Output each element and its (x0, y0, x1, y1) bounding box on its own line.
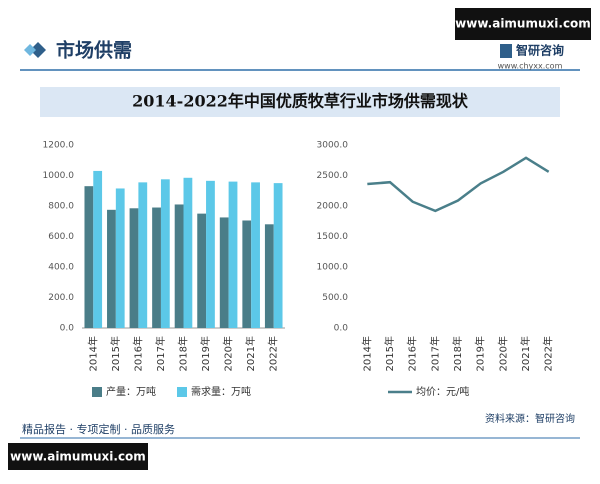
x-tick-label: 2017年 (154, 336, 167, 371)
y-tick-label: 2500.0 (317, 171, 349, 181)
source: 资料来源：智研咨询 (485, 412, 575, 425)
watermark: www.aimumuxi.com (10, 450, 146, 464)
y-tick-label: 200.0 (48, 293, 74, 303)
brand: 智研咨询 (515, 43, 564, 58)
y-tick-label: 800.0 (48, 202, 74, 212)
x-tick-label: 2019年 (474, 336, 487, 371)
legend-swatch (177, 387, 187, 397)
x-tick-label: 2020年 (222, 336, 235, 371)
chart-title: 2014-2022年中国优质牧草行业市场供需现状 (132, 92, 469, 111)
y-tick-label: 2000.0 (317, 202, 349, 212)
bar (138, 182, 148, 328)
bar (115, 188, 125, 328)
section-icon (24, 44, 36, 56)
legend-label: 产量：万吨 (106, 385, 156, 398)
bar (197, 213, 207, 328)
bar (174, 204, 184, 328)
bar (251, 182, 260, 328)
y-tick-label: 0.0 (334, 324, 349, 334)
x-tick-label: 2018年 (177, 336, 190, 371)
y-tick-label: 500.0 (322, 293, 348, 303)
x-tick-label: 2022年 (542, 336, 555, 371)
bar (273, 183, 283, 328)
y-tick-label: 1200.0 (43, 141, 75, 151)
bar (84, 186, 94, 328)
line (367, 156, 550, 213)
x-tick-label: 2014年 (360, 336, 373, 371)
y-tick-label: 600.0 (48, 232, 74, 242)
watermark-box (455, 8, 591, 40)
watermark-box (8, 443, 148, 470)
bar (160, 179, 170, 328)
legend-label: 均价：元/吨 (416, 385, 469, 398)
section-title: 市场供需 (56, 39, 132, 62)
y-tick-label: 0.0 (60, 324, 75, 334)
y-tick-label: 1000.0 (317, 263, 349, 273)
x-tick-label: 2015年 (109, 336, 122, 371)
y-tick-label: 1000.0 (43, 171, 75, 181)
y-tick-label: 3000.0 (317, 141, 349, 151)
bar (228, 181, 238, 328)
bar (183, 177, 193, 328)
y-tick-label: 1500.0 (317, 232, 349, 242)
section-icon (30, 42, 46, 58)
x-tick-label: 2020年 (496, 336, 509, 371)
x-tick-label: 2016年 (131, 336, 144, 371)
bar (152, 207, 161, 328)
bar (264, 224, 274, 328)
y-tick-label: 400.0 (48, 263, 74, 273)
x-tick-label: 2017年 (428, 336, 441, 371)
bar (206, 180, 215, 328)
x-tick-label: 2021年 (519, 336, 532, 371)
bar (107, 209, 116, 328)
brand-site: www.chyxx.com (498, 62, 563, 71)
title-band (40, 87, 560, 117)
bar (129, 208, 139, 328)
x-tick-label: 2021年 (244, 336, 257, 371)
watermark: www.aimumuxi.com (455, 17, 591, 31)
x-tick-label: 2019年 (199, 336, 212, 371)
bar (219, 217, 229, 328)
footer-tagline: 精品报告 · 专项定制 · 品质服务 (22, 422, 175, 436)
brand-logo (500, 44, 512, 58)
bar (93, 170, 103, 328)
x-tick-label: 2016年 (406, 336, 419, 371)
bar (242, 220, 252, 328)
legend-label: 需求量：万吨 (191, 385, 251, 398)
x-tick-label: 2015年 (383, 336, 396, 371)
legend-swatch (92, 387, 102, 397)
x-tick-label: 2018年 (451, 336, 464, 371)
x-tick-label: 2022年 (267, 336, 280, 371)
x-tick-label: 2014年 (86, 336, 99, 371)
